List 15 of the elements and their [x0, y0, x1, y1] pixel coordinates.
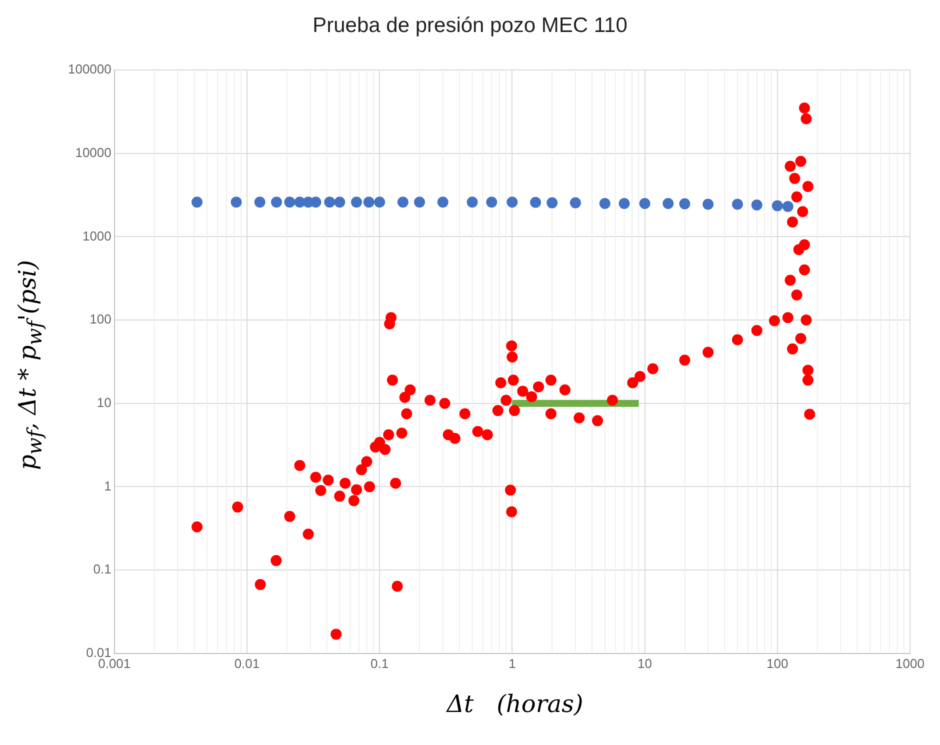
x-tick-label: 0.1 [370, 656, 389, 671]
x-axis-title: Δt (horas) [445, 690, 584, 718]
x-tick-label: 100 [766, 656, 788, 671]
y-tick-label: 1000 [82, 228, 112, 244]
y-tick-label: 100 [90, 312, 112, 327]
chart-title: Prueba de presión pozo MEC 110 [312, 14, 628, 38]
y-tick-label: 10 [96, 394, 112, 410]
x-tick-label: 1 [508, 656, 516, 671]
y-tick-label: 10000 [75, 144, 112, 160]
y-tick-label: 0.1 [93, 562, 112, 577]
y-tick-label: 100000 [68, 62, 112, 77]
x-tick-label: 0.01 [234, 656, 260, 671]
y-tick-label: 1 [104, 478, 112, 494]
x-tick-label: 1000 [896, 656, 924, 671]
x-tick-label: 10 [638, 656, 652, 671]
